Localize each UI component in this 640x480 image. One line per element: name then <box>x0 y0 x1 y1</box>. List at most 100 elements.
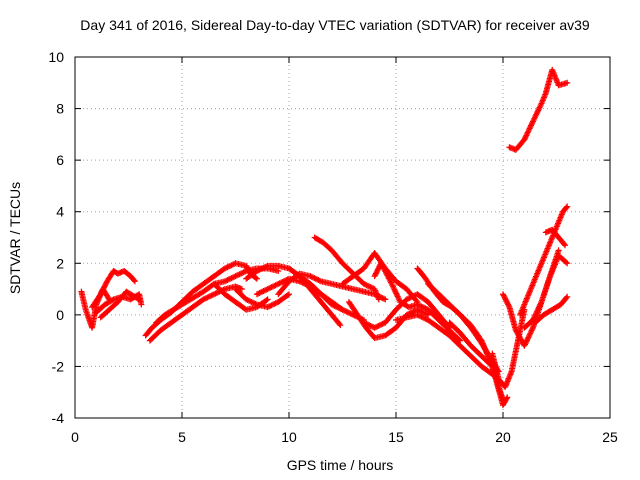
data-point <box>264 286 271 293</box>
data-point <box>522 341 529 348</box>
data-point <box>366 322 373 329</box>
data-point <box>308 273 315 280</box>
data-point <box>564 293 571 300</box>
series-track-04 <box>97 288 143 321</box>
data-point <box>227 275 234 282</box>
data-point <box>207 293 214 300</box>
data-point <box>423 311 430 318</box>
data-point <box>265 303 272 310</box>
data-point <box>390 285 397 292</box>
data-point <box>211 291 218 298</box>
data-point <box>272 282 279 289</box>
data-point <box>236 271 243 278</box>
data-point <box>417 302 424 309</box>
data-point <box>394 293 401 300</box>
data-point <box>275 280 282 287</box>
data-point <box>417 313 424 320</box>
data-point <box>395 296 402 303</box>
data-point <box>265 285 272 292</box>
data-point <box>331 302 338 309</box>
data-point <box>532 112 539 119</box>
data-point <box>531 114 538 121</box>
data-point <box>261 264 268 271</box>
x-tick-label: 0 <box>71 429 79 445</box>
data-point <box>135 295 142 302</box>
data-point <box>457 337 464 344</box>
data-point <box>522 133 529 140</box>
data-point <box>256 289 263 296</box>
data-point <box>533 310 540 317</box>
data-point <box>537 101 544 108</box>
data-point <box>524 337 531 344</box>
data-point <box>456 336 463 343</box>
data-point <box>136 296 143 303</box>
series-track-22 <box>446 319 511 409</box>
series-track-25 <box>517 203 571 318</box>
data-point <box>407 294 414 301</box>
data-point <box>263 286 270 293</box>
data-point <box>534 108 541 115</box>
data-point <box>109 297 116 304</box>
data-point <box>537 301 544 308</box>
data-point <box>536 303 543 310</box>
data-point <box>363 282 370 289</box>
data-point <box>263 263 270 270</box>
data-point <box>421 315 428 322</box>
data-point <box>315 277 322 284</box>
data-point <box>344 309 351 316</box>
data-point <box>260 264 267 271</box>
data-point <box>403 296 410 303</box>
x-tick-label: 5 <box>178 429 186 445</box>
data-point <box>425 311 432 318</box>
data-point <box>253 291 260 298</box>
data-point <box>232 273 239 280</box>
y-tick-label: 0 <box>56 307 64 323</box>
data-point <box>227 262 234 269</box>
data-point <box>264 304 271 311</box>
data-point <box>256 266 263 273</box>
data-point <box>531 115 538 122</box>
data-point <box>526 126 533 133</box>
data-point <box>343 308 350 315</box>
data-point <box>393 290 400 297</box>
data-point <box>419 314 426 321</box>
data-point <box>267 302 274 309</box>
data-point <box>418 303 425 310</box>
data-point <box>417 307 424 314</box>
data-point <box>240 269 247 276</box>
data-point <box>228 275 235 282</box>
data-point <box>362 320 369 327</box>
data-point <box>312 275 319 282</box>
data-point <box>225 276 232 283</box>
data-point <box>529 119 536 126</box>
data-point <box>330 302 337 309</box>
x-tick-label: 25 <box>602 429 618 445</box>
data-point <box>534 307 541 314</box>
data-point <box>421 309 428 316</box>
grid-lines <box>75 57 610 418</box>
data-point <box>529 118 536 125</box>
series-track-02 <box>89 268 138 311</box>
data-point <box>223 277 230 284</box>
data-point <box>367 322 374 329</box>
data-point <box>392 287 399 294</box>
data-point <box>419 309 426 316</box>
data-point <box>563 259 570 266</box>
data-point <box>209 291 216 298</box>
plot-frame <box>74 56 611 419</box>
data-point <box>271 300 278 307</box>
data-point <box>521 342 528 349</box>
data-point <box>335 304 342 311</box>
data-point <box>311 275 318 282</box>
data-point <box>422 305 429 312</box>
data-point <box>533 308 540 315</box>
series-track-29 <box>506 66 571 153</box>
data-point <box>535 305 542 312</box>
data-point <box>255 267 262 274</box>
data-point <box>342 307 349 314</box>
data-point <box>334 304 341 311</box>
data-point <box>422 310 429 317</box>
data-point <box>418 308 425 315</box>
data-point <box>388 279 395 286</box>
data-point <box>251 300 258 307</box>
